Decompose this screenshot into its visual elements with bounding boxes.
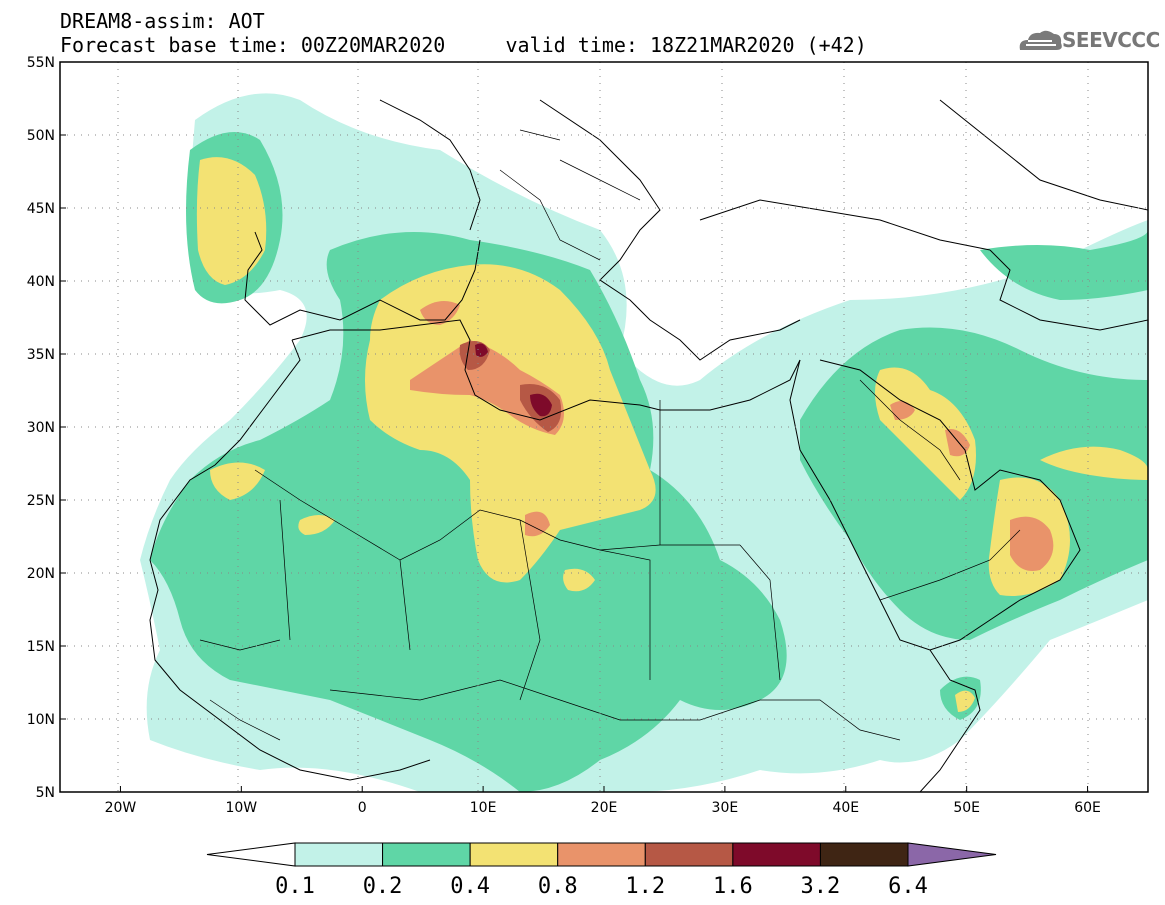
colorbar-bin (469, 842, 559, 867)
colorbar-label: 0.1 (275, 874, 315, 899)
colorbar-label: 6.4 (888, 874, 928, 899)
axis-ticks: 55N 50N 45N 40N 35N 30N 25N 20N 15N 10N 5N 20W 10W 0 1… (27, 55, 1101, 816)
lon-tick-label: 40E (832, 800, 859, 816)
lat-tick-label: 35N (27, 347, 55, 363)
map-title: DREAM8-assim: AOT (60, 9, 265, 33)
seevccc-logo-text: SEEVCCC (1062, 28, 1160, 52)
coastlines (149, 99, 1148, 792)
colorbar-low-arrow (206, 842, 296, 867)
colorbar-bin (732, 842, 821, 867)
lon-tick-label: 50E (953, 800, 980, 816)
lat-tick-label: 40N (27, 274, 55, 290)
lat-tick-label: 5N (36, 785, 55, 801)
colorbar-label: 3.2 (801, 874, 841, 899)
lat-tick-label: 50N (27, 128, 55, 144)
colorbar-bin (557, 842, 646, 867)
lat-tick-label: 45N (27, 201, 55, 217)
cloud-logo-icon (1019, 30, 1062, 50)
colorbar-label: 1.6 (713, 874, 753, 899)
lon-tick-label: 30E (712, 800, 739, 816)
lon-tick-label: 10W (225, 800, 257, 816)
lat-tick-label: 15N (27, 639, 55, 655)
lon-tick-label: 0 (358, 800, 367, 816)
lat-tick-label: 10N (27, 712, 55, 728)
lon-tick-label: 60E (1074, 800, 1101, 816)
colorbar-label: 0.2 (363, 874, 403, 899)
colorbar-bin (819, 842, 909, 867)
aot-field (60, 62, 1148, 792)
gridlines (60, 62, 1148, 792)
colorbar-bin (294, 842, 384, 867)
lat-tick-label: 55N (27, 55, 55, 71)
colorbar-bin (644, 842, 734, 867)
forecast-time-subtitle: Forecast base time: 00Z20MAR2020 valid t… (60, 33, 867, 57)
lon-tick-label: 20E (591, 800, 618, 816)
lat-tick-label: 30N (27, 420, 55, 436)
lat-tick-label: 20N (27, 566, 55, 582)
colorbar-label: 0.4 (450, 874, 490, 899)
colorbar-label: 0.8 (538, 874, 578, 899)
lon-tick-label: 10E (470, 800, 497, 816)
colorbar-bin (382, 842, 471, 867)
colorbar-label: 1.2 (625, 874, 665, 899)
colorbar-high-arrow (907, 842, 997, 867)
colorbar: 0.1 0.2 0.4 0.8 1.2 1.6 3.2 6.4 (206, 842, 997, 899)
lon-tick-label: 20W (105, 800, 137, 816)
lat-tick-label: 25N (27, 493, 55, 509)
